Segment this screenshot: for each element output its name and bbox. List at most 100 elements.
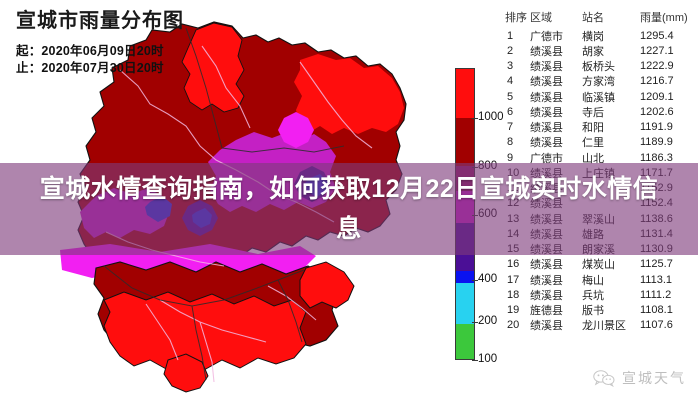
cell-area: 绩溪县 [530,45,563,58]
table-row: 3 绩溪县 板桥头 1222.9 [500,59,698,74]
cell-rainfall: 1108.1 [640,304,673,317]
table-row: 9 广德市 山北 1186.3 [500,150,698,165]
date-range-start: 起：2020年06月09日20时 [16,44,164,58]
cell-rainfall: 1125.7 [640,258,673,271]
table-row: 17 绩溪县 梅山 1113.1 [500,272,698,287]
cell-area: 绩溪县 [530,122,563,135]
cell-area: 广德市 [530,30,563,43]
region-red-east-arm [299,261,355,309]
column-header-rank: 排序 [505,12,527,24]
cell-station: 寺后 [582,106,604,119]
cell-rank: 7 [507,121,514,134]
page-title: 宣城市雨量分布图 [16,10,184,32]
table-row: 16 绩溪县 煤炭山 1125.7 [500,257,698,272]
cell-rainfall: 1222.9 [640,60,674,73]
region-red-south-core [103,291,307,371]
colorbar-tick-400: 400 [472,273,497,285]
cell-rank: 6 [507,105,514,118]
cell-rank: 4 [507,75,514,88]
wechat-icon [593,370,615,387]
cell-rank: 20 [507,319,520,332]
cell-rank: 3 [507,60,514,73]
cell-rank: 9 [507,151,514,164]
headline-overlay-band [0,163,698,255]
table-row: 18 绩溪县 兵坑 1111.2 [500,287,698,302]
region-red-south-tail [163,353,209,393]
cell-station: 临溪镇 [582,91,615,104]
cell-station: 版书 [582,305,604,318]
cell-station: 龙川景区 [582,320,626,333]
table-row: 2 绩溪县 胡家 1227.1 [500,43,698,58]
cell-rank: 18 [507,288,520,301]
region-magenta-spot [278,112,314,148]
colorbar-band-100-200 [456,324,474,359]
table-row: 7 绩溪县 和阳 1191.9 [500,120,698,135]
cell-rainfall: 1216.7 [640,75,674,88]
cell-station: 煤炭山 [582,259,615,272]
cell-rainfall: 1189.9 [640,136,673,149]
date-range-end: 止：2020年07月30日20时 [16,61,164,75]
colorbar-band-380-400 [456,270,474,283]
cell-rank: 16 [507,258,520,271]
cell-station: 和阳 [582,122,604,135]
cell-area: 绩溪县 [530,61,563,74]
column-header-rain: 雨量(mm) [640,12,688,24]
cell-rainfall: 1227.1 [640,44,674,57]
cell-rank: 8 [507,136,514,149]
cell-area: 绩溪县 [530,274,563,287]
cell-station: 山北 [582,152,604,165]
table-header-row: 排序 区域 站名 雨量(mm) [500,6,698,28]
cell-station: 横岗 [582,30,604,43]
cell-rainfall: 1191.9 [640,121,673,134]
cell-station: 仁里 [582,137,604,150]
colorbar-tick-1000: 1000 [472,111,504,123]
cell-rainfall: 1295.4 [640,29,674,42]
cell-station: 胡家 [582,45,604,58]
cell-station: 板桥头 [582,61,615,74]
cell-area: 绩溪县 [530,289,563,302]
table-row: 19 旌德县 版书 1108.1 [500,303,698,318]
colorbar-band-1000-plus [456,69,474,118]
watermark: 宣城天气 [593,368,686,388]
cell-rainfall: 1202.6 [640,105,674,118]
colorbar-tick-200: 200 [472,315,497,327]
cell-area: 绩溪县 [530,137,563,150]
watermark-label: 宣城天气 [622,370,686,386]
column-header-area: 区域 [530,12,552,24]
cell-area: 绩溪县 [530,320,563,333]
headline-text: 宣城水情查询指南，如何获取12月22日宣城实时水情信息 [39,175,659,243]
cell-area: 绩溪县 [530,91,563,104]
region-red-northeast [294,54,404,134]
map-title-block: 宣城市雨量分布图 起：2020年06月09日20时 止：2020年07月30日2… [16,8,226,77]
table-row: 20 绩溪县 龙川景区 1107.6 [500,318,698,333]
colorbar-tick-100: 100 [472,353,497,365]
colorbar-band-800-1000 [456,117,474,167]
cell-area: 绩溪县 [530,106,563,119]
cell-area: 绩溪县 [530,76,563,89]
cell-rainfall: 1209.1 [640,90,674,103]
map-county-borders [103,27,345,381]
cell-rainfall: 1113.1 [640,273,673,286]
cell-rank: 19 [507,304,520,317]
cell-rainfall: 1107.6 [640,319,673,332]
cell-rank: 17 [507,273,520,286]
table-row: 6 绩溪县 寺后 1202.6 [500,104,698,119]
cell-rank: 1 [507,29,514,42]
region-red-north [181,22,245,113]
headline-overlay-text-wrap: 宣城水情查询指南，如何获取12月22日宣城实时水情信息 [0,163,698,255]
column-header-station: 站名 [582,12,604,24]
table-row: 4 绩溪县 方家湾 1216.7 [500,74,698,89]
cell-station: 方家湾 [582,76,615,89]
colorbar-band-200-380 [456,283,474,325]
cell-area: 旌德县 [530,305,563,318]
cell-area: 广德市 [530,152,563,165]
table-row: 1 广德市 横岗 1295.4 [500,28,698,43]
cell-station: 兵坑 [582,289,604,302]
cell-rank: 5 [507,90,514,103]
table-row: 5 绩溪县 临溪镇 1209.1 [500,89,698,104]
table-row: 8 绩溪县 仁里 1189.9 [500,135,698,150]
cell-area: 绩溪县 [530,259,563,272]
cell-station: 梅山 [582,274,604,287]
cell-rainfall: 1111.2 [640,288,672,301]
